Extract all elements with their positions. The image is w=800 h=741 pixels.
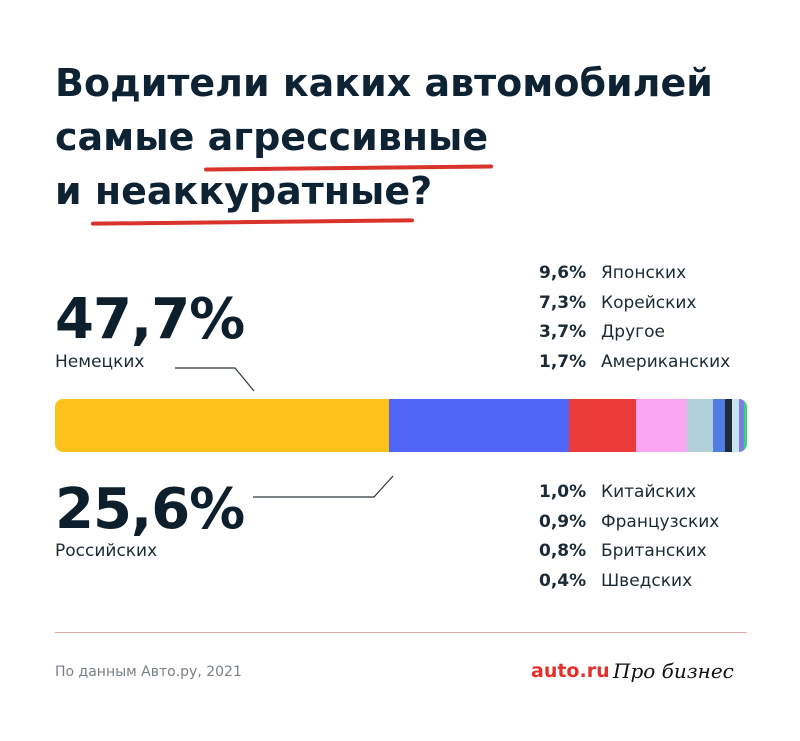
legend-top-row: 1,7% Американских (539, 348, 730, 378)
title-line-3-text: и (55, 169, 95, 213)
bar-segment-2 (568, 399, 637, 452)
legend-top-value: 9,6% (539, 263, 587, 283)
bar-segment-7 (732, 399, 739, 452)
leader-line-russian (253, 475, 394, 498)
legend-top-value: 1,7% (539, 351, 587, 372)
legend-top-row: 7,3% Корейских (539, 289, 730, 319)
bar-segment-1 (389, 399, 569, 452)
bar-segment-0 (55, 399, 390, 452)
legend-bottom-value: 1,0% (539, 482, 587, 502)
stacked-bar (55, 399, 747, 452)
legend-top-row: 9,6% Японских (539, 259, 730, 289)
footer-divider (55, 632, 747, 633)
legend-top-value: 3,7% (539, 322, 587, 342)
bar-segment-8 (738, 399, 745, 452)
legend-top-value: 7,3% (539, 292, 587, 313)
legend-bottom-row: 0,9% Французских (539, 508, 719, 538)
callout-russian-label: Российских (55, 541, 158, 561)
legend-bottom-label: Французских (601, 511, 720, 532)
legend-top-row: 3,7% Другое (539, 318, 730, 348)
title-line-2: самые агрессивные (55, 110, 755, 164)
callout-german-value: 47,7% (55, 287, 245, 352)
callout-german-label: Немецких (55, 352, 145, 372)
legend-bottom-row: 1,0% Китайских (539, 478, 719, 508)
source-text: По данным Авто.ру, 2021 (55, 664, 242, 680)
title-line-1: Водители каких автомобилей (55, 61, 713, 105)
legend-bottom-value: 0,8% (539, 541, 587, 561)
legend-top-label: Корейских (601, 292, 697, 313)
title-question-mark: ? (410, 169, 433, 213)
bar-segment-4 (687, 399, 714, 452)
legend-top-label: Другое (601, 322, 665, 342)
legend-top: 9,6% Японских 7,3% Корейских 3,7% Другое 1,7% А… (539, 259, 730, 377)
legend-bottom: 1,0% Китайских 0,9% Французских 0,8% Британск… (539, 478, 719, 596)
auto-ru-logo[interactable]: auto.ru (531, 660, 610, 682)
leader-line-german (175, 367, 255, 392)
title-line-3: и неаккуратные? (55, 164, 755, 218)
bar-segment-3 (636, 399, 688, 452)
legend-bottom-label: Шведских (601, 570, 693, 591)
legend-top-label: Японских (601, 263, 687, 283)
bar-segment-6 (725, 399, 733, 452)
legend-bottom-row: 0,4% Шведских (539, 567, 719, 597)
chart-title: Водители каких автомобилей самые агресси… (55, 56, 755, 218)
legend-top-label: Американских (601, 351, 731, 372)
legend-bottom-value: 0,4% (539, 570, 587, 591)
legend-bottom-row: 0,8% Британских (539, 537, 719, 567)
legend-bottom-value: 0,9% (539, 511, 587, 532)
title-line-2-text: самые (55, 115, 208, 159)
title-highlight-aggressive: агрессивные (208, 110, 489, 164)
title-highlight-careless: неаккуратные (95, 164, 410, 218)
callout-russian-value: 25,6% (55, 477, 245, 542)
legend-bottom-label: Китайских (601, 482, 697, 502)
pro-biznes-logo[interactable]: Про бизнес (613, 659, 734, 683)
bar-segment-9 (744, 399, 747, 452)
legend-bottom-label: Британских (601, 541, 707, 561)
bar-segment-5 (713, 399, 726, 452)
